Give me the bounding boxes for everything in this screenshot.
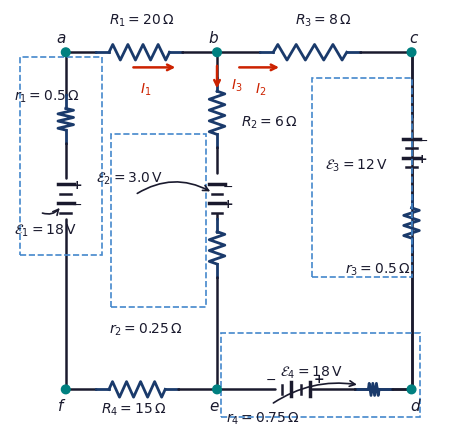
Text: $r_2 = 0.25\,\Omega$: $r_2 = 0.25\,\Omega$: [109, 321, 182, 337]
Text: $\mathcal{E}_1 = 18\,\mathrm{V}$: $\mathcal{E}_1 = 18\,\mathrm{V}$: [14, 222, 77, 238]
Text: b: b: [208, 30, 218, 46]
Circle shape: [406, 385, 415, 394]
Text: +: +: [71, 179, 82, 192]
Circle shape: [212, 49, 221, 57]
Text: $R_2 = 6\,\Omega$: $R_2 = 6\,\Omega$: [240, 114, 297, 130]
Text: $-$: $-$: [265, 372, 276, 385]
Text: a: a: [56, 30, 66, 46]
Text: f: f: [58, 398, 63, 413]
Text: +: +: [313, 372, 323, 385]
Text: $\mathcal{E}_4 = 18\,\mathrm{V}$: $\mathcal{E}_4 = 18\,\mathrm{V}$: [279, 364, 341, 381]
Circle shape: [406, 49, 415, 57]
Text: d: d: [409, 398, 419, 413]
Text: $r_1 = 0.5\,\Omega$: $r_1 = 0.5\,\Omega$: [14, 88, 79, 105]
Text: $\mathcal{E}_2 = 3.0\,\mathrm{V}$: $\mathcal{E}_2 = 3.0\,\mathrm{V}$: [96, 170, 163, 186]
Text: $-$: $-$: [416, 134, 427, 147]
Text: $I_2$: $I_2$: [254, 81, 265, 98]
Circle shape: [62, 385, 70, 394]
Circle shape: [62, 49, 70, 57]
Text: $I_3$: $I_3$: [231, 77, 242, 94]
Text: +: +: [222, 197, 233, 210]
Circle shape: [212, 385, 221, 394]
Text: $R_1 = 20\,\Omega$: $R_1 = 20\,\Omega$: [108, 13, 174, 29]
Text: $r_4 = 0.75\,\Omega$: $r_4 = 0.75\,\Omega$: [225, 409, 298, 426]
Text: $R_4 = 15\,\Omega$: $R_4 = 15\,\Omega$: [101, 401, 166, 417]
Text: e: e: [208, 398, 218, 413]
Text: $I_1$: $I_1$: [140, 81, 151, 98]
Text: $r_3 = 0.5\,\Omega$: $r_3 = 0.5\,\Omega$: [344, 260, 409, 277]
Text: $-$: $-$: [71, 197, 82, 210]
Text: $-$: $-$: [222, 179, 233, 192]
Text: $R_3 = 8\,\Omega$: $R_3 = 8\,\Omega$: [294, 13, 350, 29]
Text: c: c: [409, 30, 417, 46]
Text: $\mathcal{E}_3 = 12\,\mathrm{V}$: $\mathcal{E}_3 = 12\,\mathrm{V}$: [325, 157, 387, 174]
Text: +: +: [416, 152, 427, 165]
